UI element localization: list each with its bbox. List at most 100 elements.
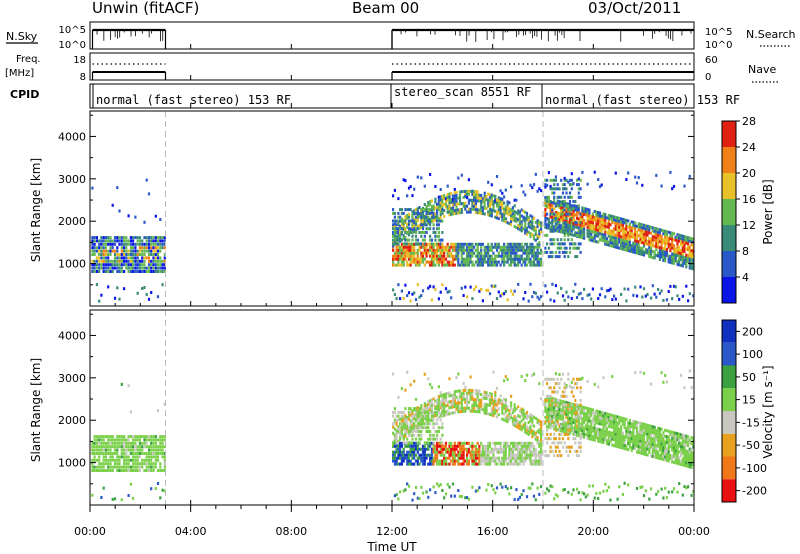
data-cell <box>466 462 469 466</box>
data-cell <box>400 260 403 264</box>
data-cell <box>421 447 425 451</box>
data-cell <box>644 239 647 243</box>
data-cell <box>561 372 565 376</box>
data-cell <box>393 441 396 445</box>
data-cell <box>450 251 453 255</box>
data-cell <box>544 183 547 187</box>
data-cell <box>595 433 598 437</box>
data-cell <box>625 248 628 252</box>
data-cell <box>118 458 121 462</box>
data-cell <box>446 392 449 395</box>
data-cell <box>406 216 409 220</box>
data-cell <box>480 251 483 255</box>
data-cell <box>540 420 543 424</box>
data-cell <box>113 249 117 253</box>
data-cell <box>607 240 610 244</box>
data-cell <box>104 259 107 263</box>
data-cell <box>522 417 525 421</box>
data-cell <box>503 210 506 214</box>
data-cell <box>556 445 559 449</box>
data-cell <box>556 399 559 402</box>
data-cell <box>492 200 495 204</box>
data-cell <box>623 221 626 225</box>
data-cell <box>471 397 474 401</box>
data-cell <box>655 239 658 243</box>
data-cell <box>453 203 456 207</box>
data-cell <box>416 224 419 228</box>
data-cell <box>453 462 456 466</box>
data-cell <box>443 214 446 218</box>
data-cell <box>134 253 137 256</box>
data-cell <box>481 209 484 213</box>
data-cell <box>458 199 462 203</box>
data-cell <box>510 263 513 267</box>
data-cell <box>393 234 396 238</box>
data-cell <box>473 263 476 267</box>
data-cell <box>488 398 492 402</box>
data-cell <box>546 487 549 491</box>
data-cell <box>434 430 437 433</box>
data-cell <box>639 285 642 289</box>
data-cell <box>520 456 523 460</box>
data-cell <box>567 432 570 436</box>
data-cell <box>660 246 663 250</box>
data-cell <box>529 248 532 252</box>
data-cell <box>399 236 402 240</box>
data-cell <box>518 210 521 214</box>
data-cell <box>402 422 405 426</box>
data-cell <box>466 397 469 401</box>
data-cell <box>529 282 532 286</box>
data-cell <box>416 257 419 261</box>
data-cell <box>503 213 506 217</box>
data-cell <box>393 494 396 498</box>
data-cell <box>466 456 469 460</box>
data-cell <box>480 211 483 215</box>
data-cell <box>418 206 421 209</box>
data-cell <box>161 441 164 445</box>
data-cell <box>551 187 554 191</box>
data-cell <box>551 218 554 222</box>
data-cell <box>672 244 676 248</box>
data-cell <box>581 491 584 495</box>
data-cell <box>448 263 451 267</box>
data-cell <box>488 213 492 217</box>
data-cell <box>583 435 586 439</box>
data-cell <box>150 435 153 439</box>
data-cell <box>399 422 402 426</box>
data-cell <box>637 243 640 247</box>
data-cell <box>518 495 521 499</box>
data-cell <box>625 221 628 225</box>
data-cell <box>150 462 153 466</box>
data-cell <box>93 438 96 442</box>
data-cell <box>430 386 433 390</box>
data-cell <box>660 243 663 247</box>
data-cell <box>540 248 543 252</box>
data-cell <box>576 487 579 491</box>
data-cell <box>147 445 151 449</box>
data-cell <box>565 445 568 449</box>
data-cell <box>577 377 580 381</box>
data-cell <box>136 270 139 273</box>
data-cell <box>430 298 433 302</box>
data-cell <box>513 421 516 425</box>
data-cell <box>583 224 586 228</box>
data-cell <box>513 216 516 220</box>
data-cell <box>481 254 484 258</box>
data-cell <box>443 203 446 206</box>
data-cell <box>480 194 483 197</box>
data-cell <box>147 246 151 250</box>
data-cell <box>437 199 440 203</box>
data-cell <box>563 200 566 203</box>
data-cell <box>611 244 614 248</box>
data-cell <box>527 456 530 460</box>
data-cell <box>100 266 103 270</box>
data-cell <box>420 453 423 457</box>
data-cell <box>544 204 547 208</box>
data-cell <box>443 410 446 414</box>
data-cell <box>621 232 624 236</box>
data-cell <box>634 251 637 254</box>
data-cell <box>499 482 502 486</box>
data-cell <box>100 239 103 243</box>
data-cell <box>478 407 481 411</box>
data-cell <box>416 238 419 242</box>
